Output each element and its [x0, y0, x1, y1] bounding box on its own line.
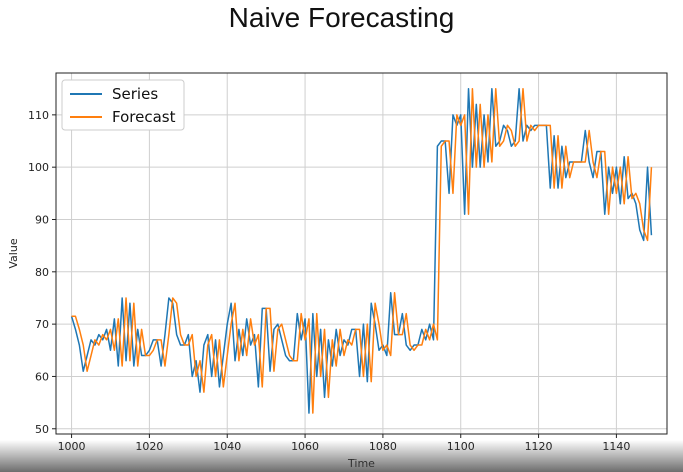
y-tick-label: 50: [35, 423, 49, 436]
y-tick-label: 80: [35, 266, 49, 279]
x-tick-label: 1120: [525, 440, 553, 453]
y-tick-label: 70: [35, 318, 49, 331]
series-line-forecast: [71, 87, 653, 414]
chart-title: Naive Forecasting: [228, 2, 455, 33]
x-tick-label: 1060: [291, 440, 319, 453]
legend-label-forecast: Forecast: [112, 108, 176, 126]
x-tick-label: 1140: [602, 440, 630, 453]
series-line-series: [70, 87, 653, 414]
legend-label-series: Series: [112, 85, 158, 103]
y-tick-label: 110: [28, 109, 49, 122]
x-tick-label: 1040: [213, 440, 241, 453]
y-tick-label: 90: [35, 213, 49, 226]
y-axis-label: Value: [7, 238, 20, 268]
x-tick-label: 1000: [58, 440, 86, 453]
x-axis-label: Time: [347, 457, 375, 470]
x-tick-label: 1020: [135, 440, 163, 453]
x-tick-label: 1080: [369, 440, 397, 453]
x-tick-label: 1100: [447, 440, 475, 453]
y-tick-label: 100: [28, 161, 49, 174]
y-tick-label: 60: [35, 370, 49, 383]
plot-frame: [55, 72, 668, 435]
